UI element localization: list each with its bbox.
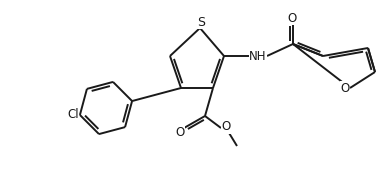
Text: Cl: Cl	[67, 108, 79, 122]
Text: NH: NH	[249, 50, 267, 63]
Text: O: O	[340, 82, 350, 94]
Text: O: O	[287, 12, 296, 24]
Text: O: O	[175, 125, 185, 139]
Text: O: O	[222, 121, 230, 133]
Text: S: S	[197, 15, 205, 28]
